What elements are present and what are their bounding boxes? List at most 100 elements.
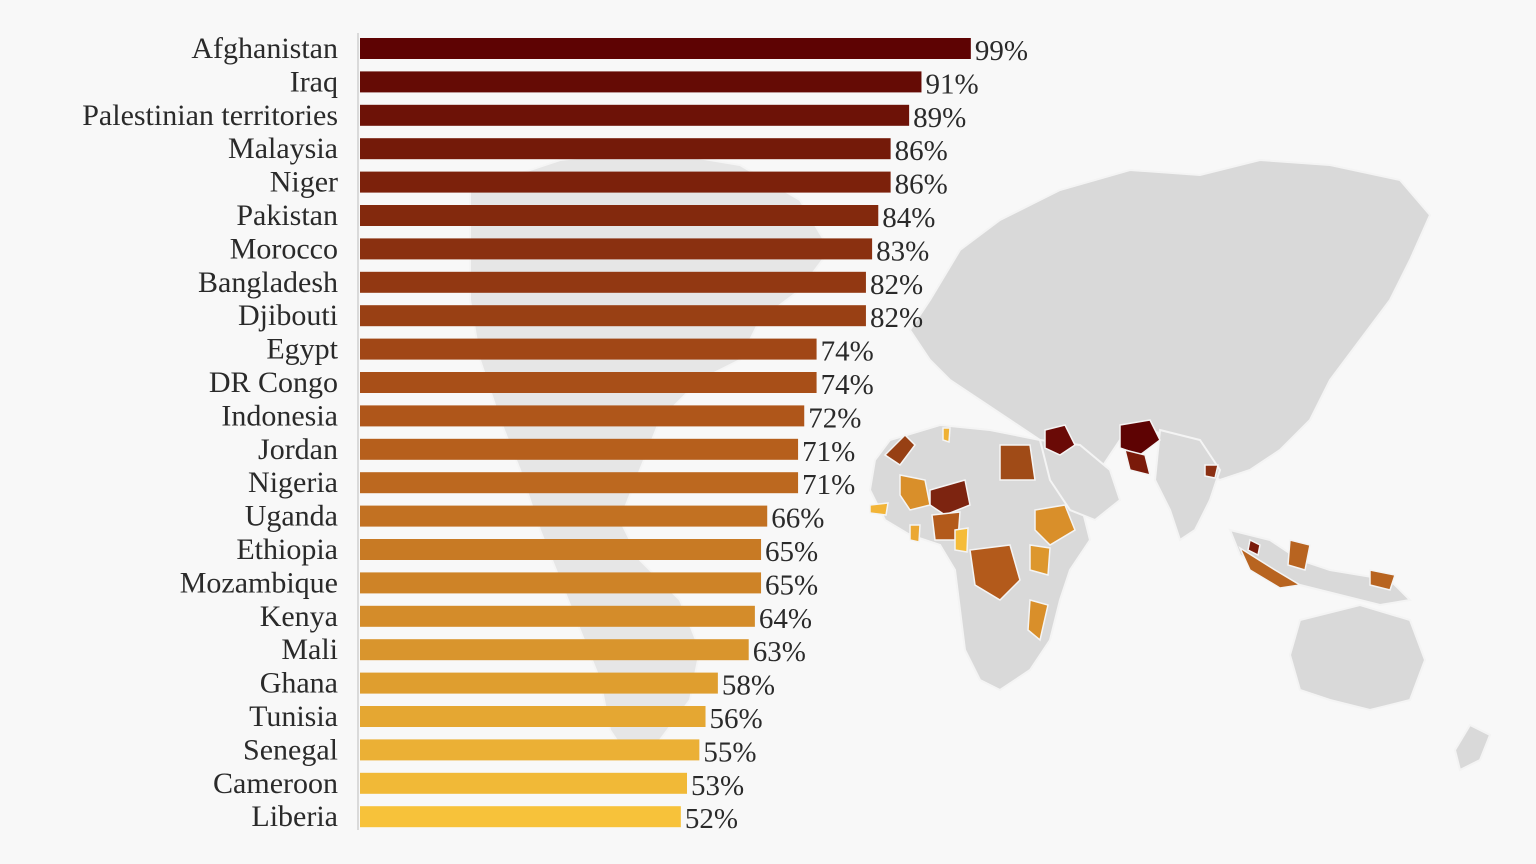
iraq-shape bbox=[1044, 424, 1076, 456]
value-label-egypt: 74% bbox=[821, 336, 874, 368]
mali-shape bbox=[899, 474, 931, 511]
category-label-iraq: Iraq bbox=[290, 65, 338, 98]
category-label-mozambique: Mozambique bbox=[180, 566, 338, 599]
senegal-shape bbox=[869, 502, 889, 516]
bar-mozambique bbox=[360, 572, 762, 594]
category-label-djibouti: Djibouti bbox=[238, 299, 338, 332]
bar-ghana bbox=[360, 672, 718, 694]
indonesia-shape bbox=[1238, 539, 1396, 591]
cameroon-shape bbox=[954, 527, 969, 553]
bars-group bbox=[360, 38, 971, 828]
category-label-morocco: Morocco bbox=[230, 232, 338, 265]
bar-pakistan bbox=[360, 205, 879, 226]
value-label-bangladesh: 82% bbox=[870, 269, 923, 301]
bar-malaysia bbox=[360, 138, 891, 160]
value-label-afghanistan: 99% bbox=[975, 35, 1028, 67]
category-label-kenya: Kenya bbox=[260, 600, 338, 633]
bar-morocco bbox=[360, 238, 873, 260]
category-label-pakistan: Pakistan bbox=[236, 199, 338, 232]
bar-egypt bbox=[360, 338, 817, 360]
bar-kenya bbox=[360, 605, 755, 627]
value-label-uganda: 66% bbox=[771, 503, 824, 535]
bar-bangladesh bbox=[360, 271, 866, 293]
category-label-egypt: Egypt bbox=[266, 333, 338, 366]
category-label-afghanistan: Afghanistan bbox=[191, 32, 338, 65]
arabia-landmass bbox=[1038, 438, 1122, 522]
bar-iraq bbox=[360, 71, 922, 93]
category-label-ghana: Ghana bbox=[260, 667, 338, 700]
bar-mali bbox=[360, 639, 749, 661]
bar-niger bbox=[360, 171, 891, 193]
category-label-mali: Mali bbox=[281, 633, 338, 666]
value-label-senegal: 55% bbox=[703, 736, 756, 768]
bar-cameroon bbox=[360, 772, 688, 794]
morocco-shape bbox=[883, 433, 916, 467]
value-label-mozambique: 65% bbox=[765, 569, 818, 601]
category-label-nigeria: Nigeria bbox=[248, 466, 338, 499]
bar-ethiopia bbox=[360, 539, 762, 560]
category-label-malaysia: Malaysia bbox=[228, 132, 338, 165]
category-label-uganda: Uganda bbox=[245, 500, 338, 533]
bar-liberia bbox=[360, 806, 681, 828]
category-label-dr-congo: DR Congo bbox=[209, 366, 338, 399]
bar-uganda bbox=[360, 505, 768, 527]
value-label-indonesia: 72% bbox=[808, 402, 861, 434]
value-label-nigeria: 71% bbox=[802, 469, 855, 501]
category-label-liberia: Liberia bbox=[251, 800, 338, 833]
bangladesh-shape bbox=[1204, 464, 1219, 479]
category-label-bangladesh: Bangladesh bbox=[198, 266, 338, 299]
india-landmass bbox=[1153, 428, 1222, 542]
category-label-tunisia: Tunisia bbox=[249, 700, 338, 733]
bar-jordan bbox=[360, 438, 799, 460]
pakistan-shape bbox=[1123, 448, 1152, 477]
value-label-cameroon: 53% bbox=[691, 770, 744, 802]
ethiopia-shape bbox=[1034, 504, 1076, 546]
egypt-shape bbox=[999, 444, 1036, 481]
category-label-cameroon: Cameroon bbox=[213, 767, 338, 800]
bar-palestinian-territories bbox=[360, 104, 910, 126]
value-label-liberia: 52% bbox=[685, 803, 738, 835]
value-label-niger: 86% bbox=[895, 169, 948, 201]
category-label-niger: Niger bbox=[270, 166, 338, 199]
bar-tunisia bbox=[360, 706, 706, 727]
value-label-kenya: 64% bbox=[759, 603, 812, 635]
value-label-jordan: 71% bbox=[802, 436, 855, 468]
value-label-morocco: 83% bbox=[876, 235, 929, 267]
category-label-indonesia: Indonesia bbox=[221, 399, 338, 432]
value-label-tunisia: 56% bbox=[710, 703, 763, 735]
highlighted-countries bbox=[869, 419, 1396, 642]
bar-senegal bbox=[360, 739, 700, 761]
category-label-palestinian-territories: Palestinian territories bbox=[82, 99, 338, 132]
dr-congo-shape bbox=[969, 544, 1021, 601]
value-label-mali: 63% bbox=[753, 636, 806, 668]
value-label-pakistan: 84% bbox=[882, 202, 935, 234]
eurasia-landmass bbox=[908, 158, 1432, 482]
bar-dr-congo bbox=[360, 372, 817, 393]
value-label-iraq: 91% bbox=[925, 68, 978, 100]
category-label-senegal: Senegal bbox=[243, 733, 338, 766]
category-label-jordan: Jordan bbox=[258, 433, 338, 466]
tunisia-shape bbox=[942, 427, 951, 444]
ghana-shape bbox=[909, 524, 921, 543]
value-label-malaysia: 86% bbox=[895, 135, 948, 167]
bar-afghanistan bbox=[360, 38, 971, 59]
afghanistan-shape bbox=[1119, 419, 1161, 456]
bar-djibouti bbox=[360, 305, 866, 327]
mozambique-shape bbox=[1027, 599, 1049, 642]
category-label-ethiopia: Ethiopia bbox=[236, 533, 338, 566]
value-labels: 99%91%89%86%86%84%83%82%82%74%74%72%71%7… bbox=[685, 35, 1028, 835]
value-label-dr-congo: 74% bbox=[821, 369, 874, 401]
kenya-shape bbox=[1029, 544, 1051, 576]
value-label-ethiopia: 65% bbox=[765, 536, 818, 568]
value-label-ghana: 58% bbox=[722, 670, 775, 702]
new-zealand-landmass bbox=[1453, 723, 1492, 772]
value-label-djibouti: 82% bbox=[870, 302, 923, 334]
value-label-palestinian-territories: 89% bbox=[913, 102, 966, 134]
malaysia-shape bbox=[1247, 538, 1261, 557]
australia-landmass bbox=[1288, 603, 1427, 712]
bar-nigeria bbox=[360, 472, 799, 494]
